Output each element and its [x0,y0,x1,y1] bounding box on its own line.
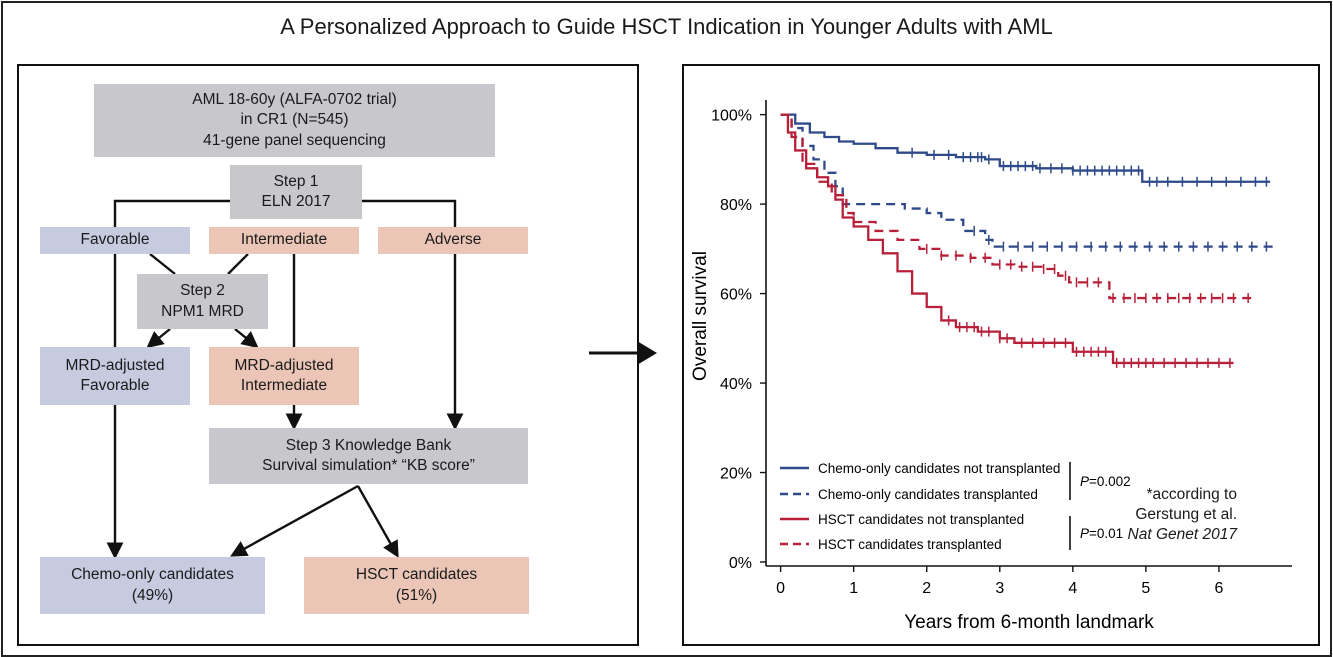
step2-title: Step 2 [180,282,225,300]
y-tick-label: 40% [720,376,752,393]
connector-step1-left [106,199,230,560]
mrd-favorable-box: MRD-adjusted Favorable [40,347,190,405]
hsct-candidates-box: HSCT candidates (51%) [304,557,529,614]
step1-title: Step 1 [273,172,319,190]
y-axis-label: Overall survival [690,251,711,381]
step1-subtitle: ELN 2017 [261,193,331,210]
x-tick-label: 5 [1141,580,1150,597]
connector-step3-chemo [230,484,359,557]
figure-title: A Personalized Approach to Guide HSCT In… [280,14,1053,39]
x-tick-label: 2 [922,580,931,597]
y-tick-label: 60% [720,287,752,304]
y-tick-label: 0% [729,555,752,572]
pvalue-label: P=0.002 [1080,474,1131,489]
x-tick-label: 6 [1214,580,1223,597]
cohort-line-1: AML 18-60y (ALFA-0702 trial) [192,91,397,109]
mrd-intermediate-line-2: Intermediate [240,377,328,394]
flow-to-chart-arrow-icon [589,341,657,365]
series-3 [780,113,1234,368]
connector-step3-hsct [356,485,399,558]
intermediate-box: Intermediate [209,227,359,254]
step2-subtitle: NPM1 MRD [161,302,244,320]
hsct-percent: (51%) [395,586,438,604]
legend-label: Chemo-only candidates not transplanted [818,461,1060,476]
x-axis-label: Years from 6-month landmark [904,612,1154,633]
x-tick-label: 0 [776,580,785,597]
cohort-line-3: 41-gene panel sequencing [203,131,386,149]
note-line-1: *according to [1146,486,1237,503]
chemo-candidates-box: Chemo-only candidates (49%) [40,557,265,614]
favorable-box: Favorable [40,227,190,254]
reference-note: *according to Gerstung et al. Nat Genet … [1128,485,1237,545]
chemo-label: Chemo-only candidates [71,566,234,584]
pvalue-label: P=0.01 [1080,526,1123,541]
note-line-2: Gerstung et al. [1135,506,1237,524]
step2-box: Step 2 NPM1 MRD [137,274,268,329]
chemo-percent: (49%) [131,586,174,604]
connector-favorable-step2 [149,253,176,275]
survival-chart: 0% 20% 40% 60% 80% 100% 0 1 2 3 4 5 6 Chemo-only can… [690,100,1292,633]
note-journal: Nat Genet 2017 [1127,526,1237,544]
cohort-box: AML 18-60y (ALFA-0702 trial) in CR1 (N=5… [94,84,495,157]
cohort-line-2: in CR1 (N=545) [240,111,349,129]
adverse-box: Adverse [378,227,528,254]
series-2 [780,113,1278,252]
step3-box: Step 3 Knowledge Bank Survival simulatio… [209,428,528,484]
connector-intermediate-step2 [227,253,249,275]
legend-label: HSCT candidates transplanted [818,537,1002,552]
series-line [780,113,1278,248]
series-1 [780,113,1271,187]
mrd-favorable-line-2: Favorable [80,377,150,394]
x-tick-label: 1 [849,580,858,597]
connector-step2-mrd-favorable [146,328,171,349]
chart-panel [682,64,1320,646]
y-tick-label: 20% [720,466,752,483]
step3-subtitle: Survival simulation* “KB score” [262,457,475,474]
series-line [780,113,1271,183]
series-line [780,113,1256,300]
hsct-label: HSCT candidates [355,566,478,584]
step3-title: Step 3 Knowledge Bank [285,436,452,454]
y-tick-label: 100% [711,108,752,125]
legend-label: HSCT candidates not transplanted [818,512,1024,527]
y-tick-label: 80% [720,197,752,214]
step1-box: Step 1 ELN 2017 [230,165,362,219]
mrd-intermediate-box: MRD-adjusted Intermediate [209,347,359,405]
mrd-intermediate-line-1: MRD-adjusted [234,356,334,374]
x-tick-label: 4 [1068,580,1077,597]
x-tick-label: 3 [995,580,1004,597]
legend-label: Chemo-only candidates transplanted [818,487,1038,502]
connector-step1-right [362,199,464,431]
mrd-favorable-line-1: MRD-adjusted [65,356,165,374]
connector-step2-mrd-intermediate [234,328,259,349]
series-4 [780,113,1256,304]
series-line [780,113,1234,365]
